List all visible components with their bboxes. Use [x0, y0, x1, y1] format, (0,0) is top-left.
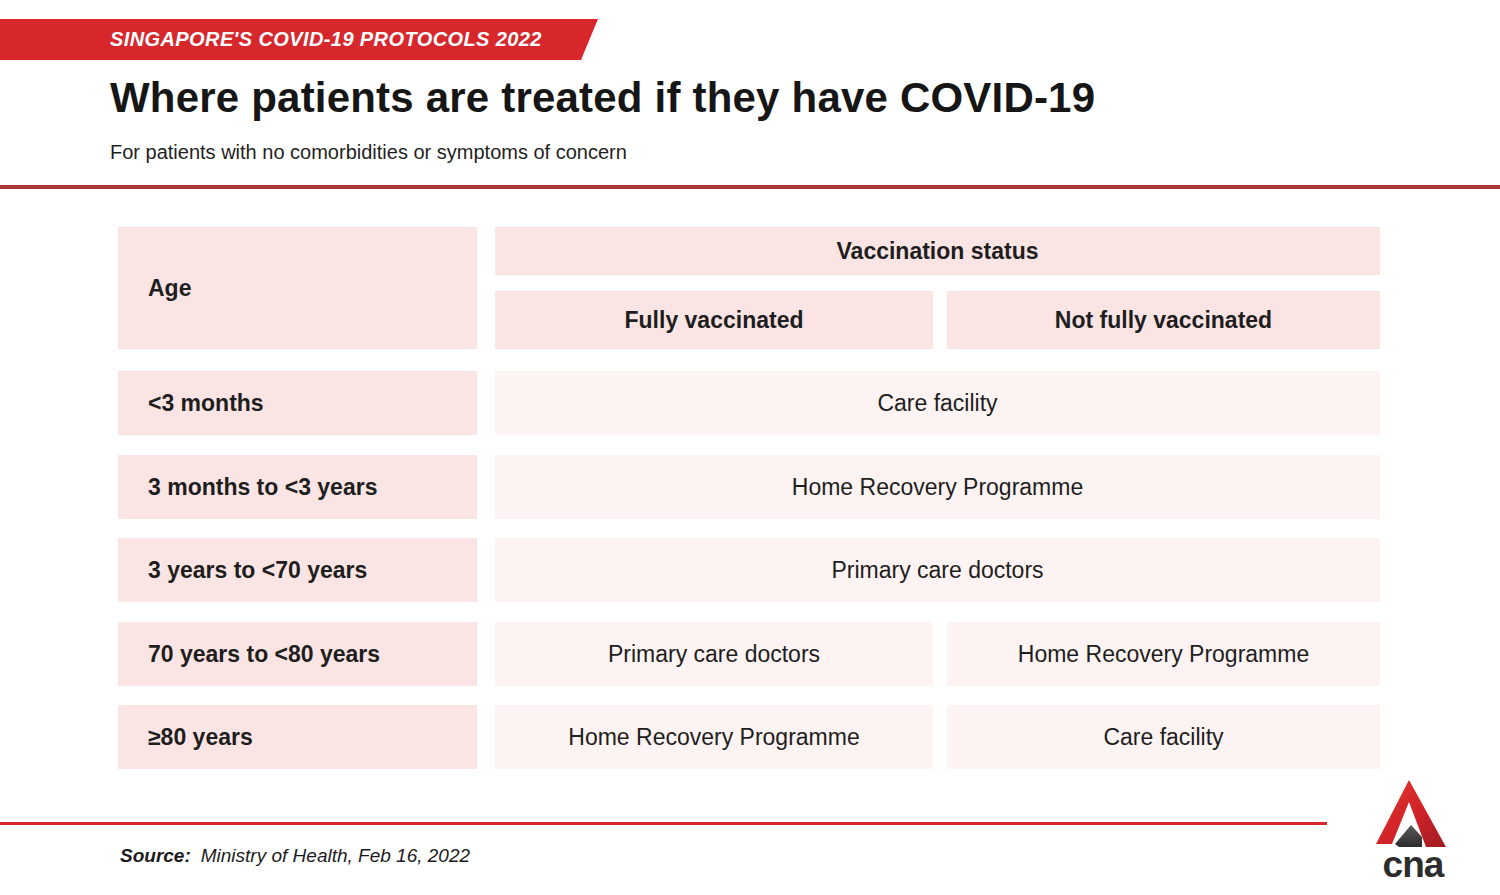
kicker-ribbon: SINGAPORE'S COVID-19 PROTOCOLS 2022: [0, 19, 598, 60]
table-row-age: <3 months: [118, 371, 477, 435]
table-row-fully-value: Home Recovery Programme: [495, 705, 933, 769]
infographic-canvas: SINGAPORE'S COVID-19 PROTOCOLS 2022 Wher…: [0, 0, 1500, 895]
table-row-not-fully-value: Home Recovery Programme: [947, 622, 1380, 686]
table-row-age: ≥80 years: [118, 705, 477, 769]
source-label: Source:: [120, 845, 191, 866]
bottom-divider-line: [0, 822, 1327, 825]
source-line: Source: Ministry of Health, Feb 16, 2022: [120, 845, 470, 867]
table-row-value: Home Recovery Programme: [495, 455, 1380, 519]
table-row-age: 3 months to <3 years: [118, 455, 477, 519]
kicker-label: SINGAPORE'S COVID-19 PROTOCOLS 2022: [0, 28, 542, 51]
table-row-fully-value: Primary care doctors: [495, 622, 933, 686]
cna-logo-icon: cna: [1372, 778, 1454, 880]
table-header-fully-vaccinated: Fully vaccinated: [495, 291, 933, 349]
source-text: Ministry of Health, Feb 16, 2022: [201, 845, 470, 866]
top-divider-line: [0, 185, 1500, 189]
page-subtitle: For patients with no comorbidities or sy…: [110, 141, 1310, 164]
table-header-not-fully-vaccinated: Not fully vaccinated: [947, 291, 1380, 349]
cna-logo-text: cna: [1383, 844, 1445, 880]
table-row-value: Primary care doctors: [495, 538, 1380, 602]
page-title: Where patients are treated if they have …: [110, 74, 1410, 122]
cna-logo: cna: [1372, 778, 1454, 880]
table-row-age: 70 years to <80 years: [118, 622, 477, 686]
table-row-value: Care facility: [495, 371, 1380, 435]
table-row-not-fully-value: Care facility: [947, 705, 1380, 769]
table-row-age: 3 years to <70 years: [118, 538, 477, 602]
table-header-vaccination-status: Vaccination status: [495, 227, 1380, 275]
table-header-age: Age: [118, 227, 477, 349]
